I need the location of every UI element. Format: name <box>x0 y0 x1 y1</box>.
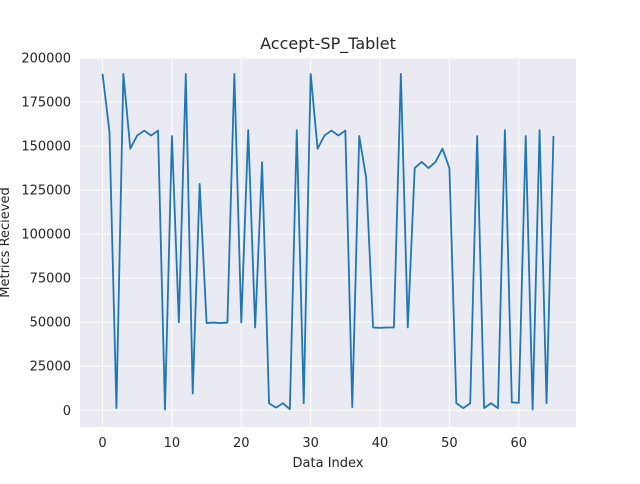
plot-background <box>80 58 576 427</box>
y-tick-label: 75000 <box>30 272 71 287</box>
x-tick-labels: 0 10 20 30 40 50 60 <box>98 436 527 451</box>
x-tick-label: 40 <box>372 436 389 451</box>
chart-title: Accept-SP_Tablet <box>260 34 396 54</box>
grid-lines <box>80 57 576 427</box>
x-tick-label: 60 <box>510 436 527 451</box>
y-tick-label: 25000 <box>30 360 71 375</box>
y-axis-label: Metrics Recieved <box>0 187 13 297</box>
y-tick-label: 0 <box>63 404 71 419</box>
x-tick-label: 50 <box>441 436 458 451</box>
y-tick-label: 100000 <box>21 228 71 243</box>
y-tick-labels: 0 25000 50000 75000 100000 125000 150000 175000… <box>21 52 71 419</box>
series-layer <box>101 72 555 411</box>
y-tick-label: 200000 <box>21 52 71 67</box>
x-tick-label: 30 <box>302 436 319 451</box>
x-axis-label: Data Index <box>293 456 364 471</box>
series-line <box>101 72 555 411</box>
y-tick-label: 125000 <box>21 184 71 199</box>
y-tick-label: 150000 <box>21 140 71 155</box>
x-tick-label: 0 <box>98 436 106 451</box>
x-tick-label: 20 <box>233 436 250 451</box>
x-tick-label: 10 <box>164 436 181 451</box>
y-tick-label: 50000 <box>30 316 71 331</box>
y-tick-label: 175000 <box>21 96 71 111</box>
